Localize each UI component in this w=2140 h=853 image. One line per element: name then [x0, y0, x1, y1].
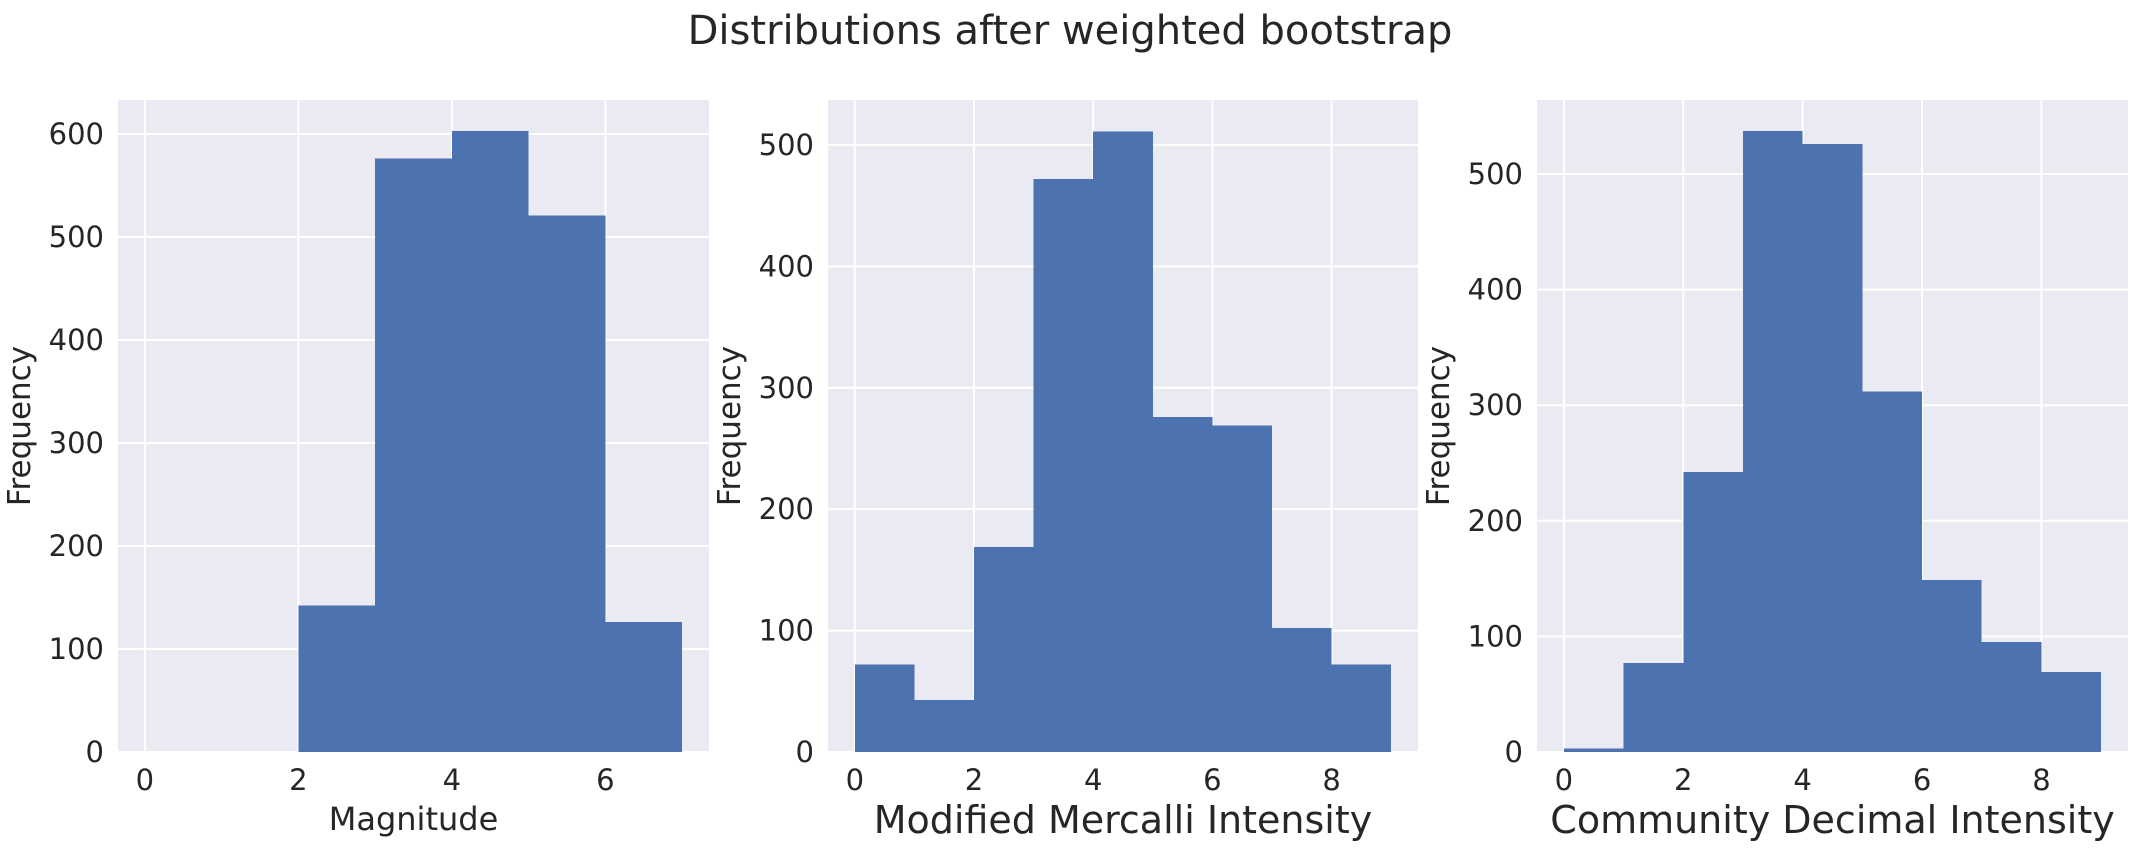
- histogram-bar: [1862, 391, 1923, 752]
- y-tick-label: 400: [759, 249, 814, 283]
- x-axis-label: Modified Mercalli Intensity: [874, 798, 1373, 842]
- y-tick-label: 300: [1468, 388, 1523, 422]
- x-tick-label: 4: [1084, 763, 1102, 797]
- x-tick-label: 0: [136, 763, 154, 797]
- histogram-bar: [974, 546, 1034, 752]
- histogram-bar: [298, 605, 376, 752]
- y-tick-label: 400: [1468, 273, 1523, 307]
- subplot-2: 0 2 4 6 8 0 100 200 300 400 500 Modified Mercalli I…: [712, 100, 1418, 842]
- subplot-3: 0 2 4 6 8 0 100 200 300 400 500 Community Decimal I…: [1421, 100, 2128, 842]
- histogram-bar: [451, 130, 529, 753]
- y-tick-label: 100: [759, 614, 814, 648]
- y-tick-label: 0: [1505, 735, 1523, 769]
- histogram-bar: [1033, 178, 1094, 752]
- histogram-bar: [1563, 748, 1624, 752]
- y-tick-label: 400: [49, 323, 104, 357]
- x-tick-label: 8: [2032, 763, 2050, 797]
- y-axis-label: Frequency: [1421, 346, 1457, 506]
- y-tick-label: 600: [49, 117, 104, 151]
- histogram-bar: [1802, 143, 1863, 752]
- x-tick-label: 6: [1913, 763, 1931, 797]
- subplots: 0 2 4 60100200300400500600MagnitudeFrequenc…: [2, 100, 2128, 842]
- histogram-bar: [1742, 131, 1803, 752]
- x-tick-label: 0: [1555, 763, 1573, 797]
- histogram-bar: [528, 215, 606, 753]
- histogram-bar: [375, 158, 452, 752]
- x-axis-label: Community Decimal Intensity: [1550, 798, 2114, 842]
- histogram-bar: [1331, 664, 1392, 752]
- histogram-bar: [1981, 642, 2042, 752]
- histogram-bar: [1271, 628, 1332, 752]
- x-tick-label: 2: [1674, 763, 1692, 797]
- x-tick-label: 2: [289, 763, 307, 797]
- y-tick-label: 500: [49, 220, 104, 254]
- x-tick-label: 4: [1793, 763, 1811, 797]
- y-tick-label: 200: [1468, 504, 1523, 538]
- y-tick-label: 100: [49, 632, 104, 666]
- x-tick-label: 6: [596, 763, 614, 797]
- histogram-bar: [854, 664, 915, 752]
- y-tick-label: 500: [1468, 157, 1523, 191]
- histogram-bar: [2041, 672, 2102, 752]
- histogram-bar: [1922, 579, 1982, 752]
- histogram-bar: [1093, 131, 1153, 752]
- y-tick-label: 300: [49, 426, 104, 460]
- histogram-bar: [1212, 425, 1272, 752]
- y-tick-label: 0: [796, 735, 814, 769]
- histogram-bar: [605, 622, 683, 752]
- y-tick-label: 300: [759, 371, 814, 405]
- y-tick-label: 0: [86, 735, 104, 769]
- x-tick-label: 0: [846, 763, 864, 797]
- subplot-1: 0 2 4 6 0 100 200 300 400 500 600 Magnitude Frequenc…: [2, 100, 709, 838]
- histogram-bar: [914, 699, 975, 752]
- x-tick-label: 6: [1203, 763, 1221, 797]
- y-tick-label: 200: [759, 492, 814, 526]
- figure-suptitle: Distributions after weighted bootstrap: [688, 8, 1453, 54]
- y-tick-label: 500: [759, 128, 814, 162]
- x-tick-label: 8: [1322, 763, 1340, 797]
- x-axis-label: Magnitude: [329, 800, 499, 838]
- histogram-bar: [1683, 472, 1743, 752]
- y-tick-label: 200: [49, 529, 104, 563]
- y-tick-label: 100: [1468, 619, 1523, 653]
- histogram-bar: [1623, 662, 1684, 752]
- x-tick-label: 4: [443, 763, 461, 797]
- y-axis-label: Frequency: [2, 346, 38, 506]
- histogram-bar: [1152, 416, 1213, 752]
- x-tick-label: 2: [965, 763, 983, 797]
- y-axis-label: Frequency: [712, 346, 748, 506]
